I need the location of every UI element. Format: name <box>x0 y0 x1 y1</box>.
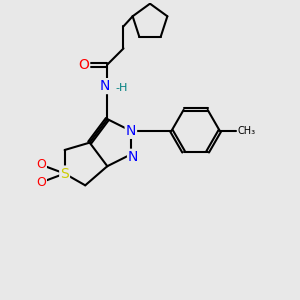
Text: N: N <box>128 150 138 164</box>
Text: CH₃: CH₃ <box>238 126 256 136</box>
Text: S: S <box>60 167 69 181</box>
Text: N: N <box>100 79 110 93</box>
Text: O: O <box>36 176 46 189</box>
Text: N: N <box>126 124 136 138</box>
Text: -H: -H <box>116 83 128 93</box>
Text: O: O <box>36 158 46 171</box>
Text: O: O <box>78 58 89 72</box>
